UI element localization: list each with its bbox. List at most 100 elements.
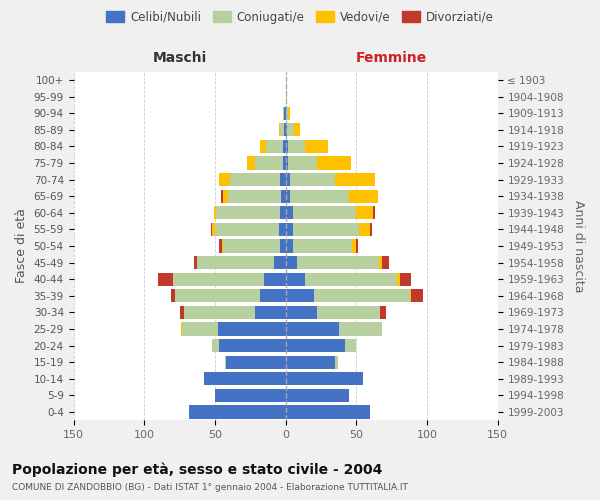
Bar [314, 289, 410, 302]
Bar [266, 140, 283, 153]
Bar [289, 140, 305, 153]
Bar [254, 156, 283, 170]
Bar [214, 206, 217, 220]
Bar [173, 272, 265, 286]
Bar [356, 240, 358, 252]
Bar [293, 206, 356, 220]
Bar [181, 322, 182, 336]
Bar [218, 322, 286, 336]
Bar [212, 339, 219, 352]
Bar [340, 322, 382, 336]
Bar [286, 272, 305, 286]
Bar [305, 140, 328, 153]
Bar [286, 106, 289, 120]
Bar [254, 306, 286, 319]
Bar [293, 223, 359, 236]
Bar [171, 289, 175, 302]
Bar [286, 339, 345, 352]
Bar [274, 256, 286, 269]
Bar [260, 289, 286, 302]
Bar [223, 190, 227, 203]
Bar [317, 306, 380, 319]
Bar [247, 156, 254, 170]
Bar [286, 206, 293, 220]
Bar [225, 356, 226, 369]
Bar [286, 372, 364, 386]
Legend: Celibi/Nubili, Coniugati/e, Vedovi/e, Divorziati/e: Celibi/Nubili, Coniugati/e, Vedovi/e, Di… [101, 6, 499, 28]
Bar [194, 256, 197, 269]
Bar [230, 173, 280, 186]
Bar [293, 240, 352, 252]
Bar [294, 123, 300, 136]
Bar [227, 190, 281, 203]
Bar [317, 156, 350, 170]
Text: COMUNE DI ZANDOBBIO (BG) - Dati ISTAT 1° gennaio 2004 - Elaborazione TUTTITALIA.: COMUNE DI ZANDOBBIO (BG) - Dati ISTAT 1°… [12, 482, 408, 492]
Bar [349, 190, 377, 203]
Bar [400, 272, 412, 286]
Bar [286, 356, 335, 369]
Bar [286, 223, 293, 236]
Bar [219, 173, 230, 186]
Bar [359, 223, 370, 236]
Bar [260, 140, 266, 153]
Bar [335, 356, 338, 369]
Bar [215, 388, 286, 402]
Bar [356, 206, 373, 220]
Bar [280, 173, 286, 186]
Bar [289, 106, 290, 120]
Bar [286, 123, 287, 136]
Bar [211, 223, 212, 236]
Bar [397, 272, 400, 286]
Bar [286, 406, 370, 418]
Bar [380, 306, 386, 319]
Bar [203, 372, 286, 386]
Bar [305, 272, 397, 286]
Bar [219, 240, 222, 252]
Bar [412, 289, 423, 302]
Bar [286, 90, 287, 103]
Bar [286, 173, 290, 186]
Bar [280, 240, 286, 252]
Bar [379, 256, 382, 269]
Bar [286, 190, 290, 203]
Bar [286, 289, 314, 302]
Bar [286, 140, 289, 153]
Bar [284, 123, 286, 136]
Text: Maschi: Maschi [152, 50, 206, 64]
Bar [410, 289, 412, 302]
Bar [283, 140, 286, 153]
Bar [280, 123, 284, 136]
Bar [286, 156, 289, 170]
Bar [290, 190, 349, 203]
Bar [352, 240, 356, 252]
Bar [158, 272, 173, 286]
Bar [284, 106, 286, 120]
Bar [286, 240, 293, 252]
Bar [278, 123, 280, 136]
Bar [280, 206, 286, 220]
Bar [286, 322, 340, 336]
Bar [184, 306, 254, 319]
Bar [217, 206, 280, 220]
Text: Popolazione per età, sesso e stato civile - 2004: Popolazione per età, sesso e stato civil… [12, 462, 382, 477]
Bar [265, 272, 286, 286]
Bar [226, 356, 286, 369]
Bar [281, 190, 286, 203]
Bar [370, 223, 372, 236]
Bar [215, 223, 278, 236]
Bar [286, 306, 317, 319]
Text: Femmine: Femmine [356, 50, 427, 64]
Bar [182, 322, 218, 336]
Bar [345, 339, 356, 352]
Bar [335, 173, 374, 186]
Bar [286, 256, 297, 269]
Bar [190, 406, 286, 418]
Bar [283, 156, 286, 170]
Bar [373, 206, 374, 220]
Y-axis label: Fasce di età: Fasce di età [15, 208, 28, 284]
Bar [179, 306, 184, 319]
Bar [382, 256, 389, 269]
Bar [222, 240, 223, 252]
Bar [278, 223, 286, 236]
Bar [287, 123, 294, 136]
